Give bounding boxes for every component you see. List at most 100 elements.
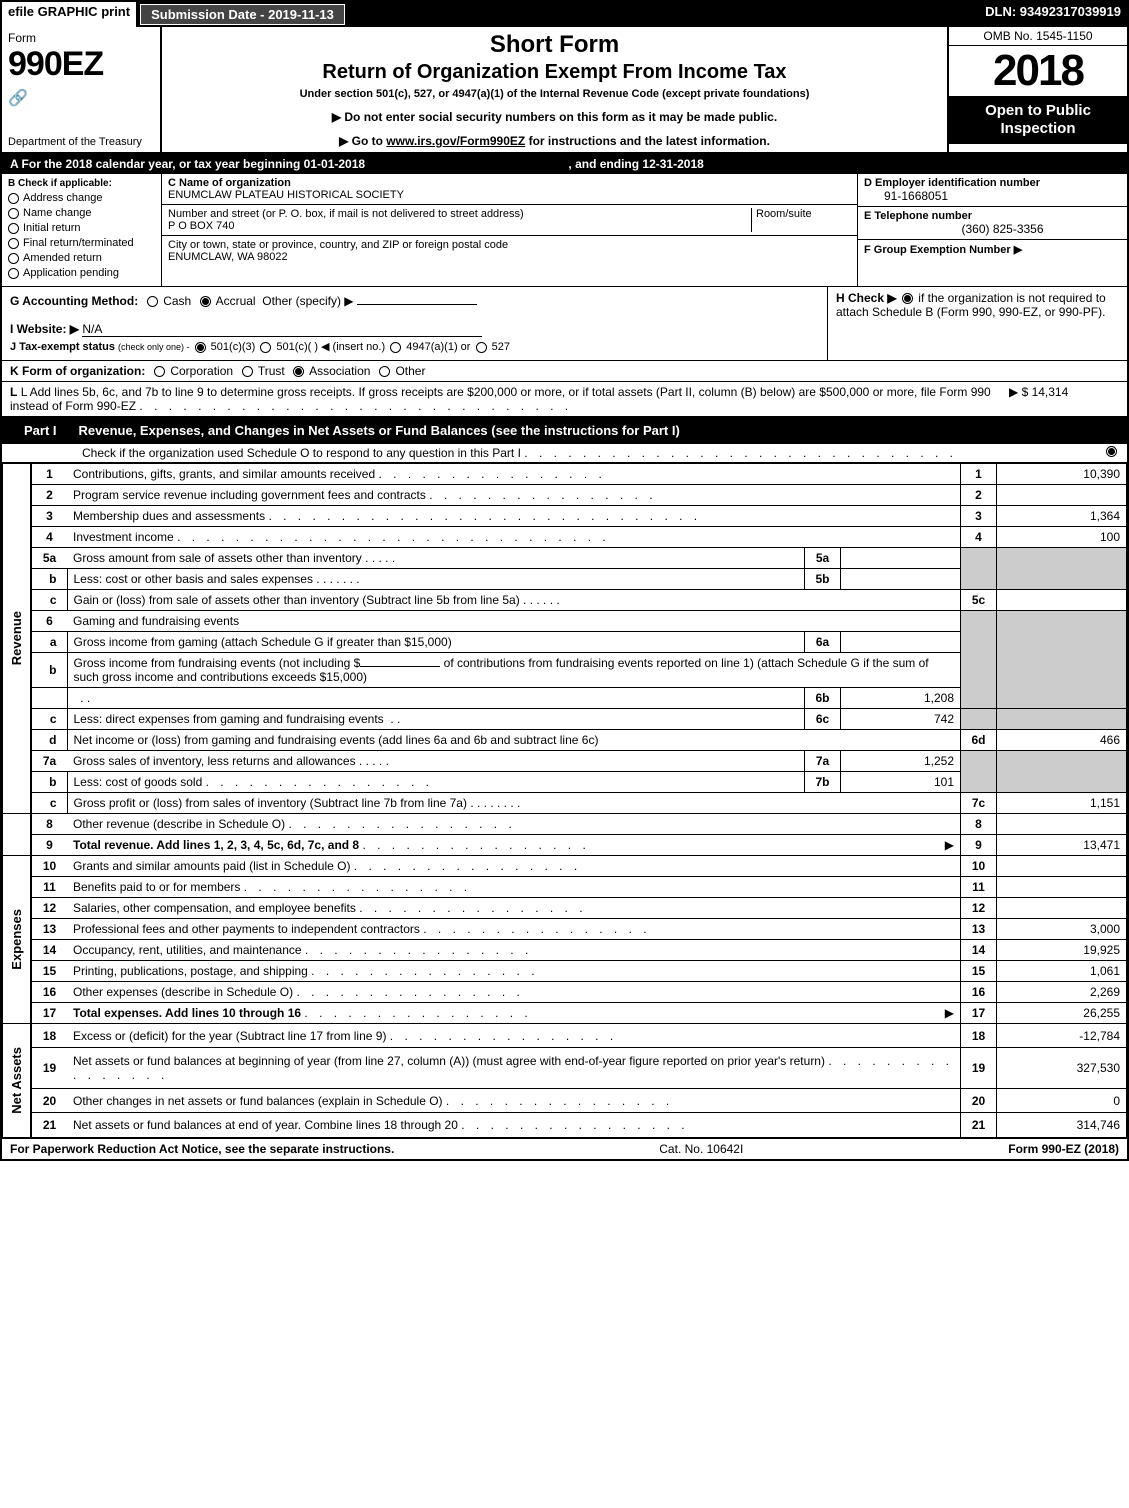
cb-name[interactable]: Name change — [8, 207, 155, 219]
radio-other-org[interactable] — [379, 366, 390, 377]
period-begin: 01-01-2018 — [304, 157, 365, 171]
row-14: 14Occupancy, rent, utilities, and mainte… — [3, 940, 1127, 961]
radio-corp[interactable] — [154, 366, 165, 377]
expenses-label: Expenses — [9, 889, 24, 990]
box-g: G Accounting Method: Cash Accrual Other … — [10, 294, 819, 308]
efile-label[interactable]: efile GRAPHIC print — [2, 2, 136, 27]
checkbox-icon[interactable] — [8, 208, 19, 219]
arrow-line-1: ▶ Do not enter social security numbers o… — [172, 110, 937, 124]
open-public: Open to Public Inspection — [949, 96, 1127, 144]
cb-initial[interactable]: Initial return — [8, 222, 155, 234]
period-begin-label: A For the 2018 calendar year, or tax yea… — [10, 157, 304, 171]
row-13: 13Professional fees and other payments t… — [3, 919, 1127, 940]
dots: . . . . . . . . . . . . . . . . — [378, 467, 605, 481]
radio-h[interactable] — [902, 293, 913, 304]
return-title: Return of Organization Exempt From Incom… — [172, 61, 937, 84]
checkbox-icon[interactable] — [8, 268, 19, 279]
cb-label: Amended return — [23, 252, 102, 264]
desc: Gross profit or (loss) from sales of inv… — [74, 796, 467, 810]
radio-501c[interactable] — [260, 342, 271, 353]
amt: 3,000 — [997, 919, 1127, 940]
dln-number: DLN: 93492317039919 — [979, 2, 1127, 27]
row-4: 4Investment income . . . . . . . . . . .… — [3, 527, 1127, 548]
box-c: C Name of organization ENUMCLAW PLATEAU … — [162, 174, 857, 286]
dots: . . . . . . . . . . . . . . . . — [362, 838, 589, 852]
cb-label: Address change — [23, 192, 103, 204]
radio-527[interactable] — [476, 342, 487, 353]
amt: 10,390 — [997, 464, 1127, 485]
radio-trust[interactable] — [242, 366, 253, 377]
radio-cash[interactable] — [147, 296, 158, 307]
contrib-input[interactable] — [360, 666, 440, 667]
checkbox-icon[interactable] — [8, 238, 19, 249]
desc: Professional fees and other payments to … — [73, 922, 420, 936]
ein-value: 91-1668051 — [864, 189, 1121, 203]
amt: 2,269 — [997, 982, 1127, 1003]
short-form-title: Short Form — [172, 31, 937, 59]
dots: . . . . . . . . . . . . . . . . — [288, 817, 515, 831]
desc: Salaries, other compensation, and employ… — [73, 901, 356, 915]
row-12: 12Salaries, other compensation, and empl… — [3, 898, 1127, 919]
row-5a: 5aGross amount from sale of assets other… — [3, 548, 1127, 569]
footer: For Paperwork Reduction Act Notice, see … — [2, 1138, 1127, 1159]
desc: Total expenses. Add lines 10 through 16 — [73, 1006, 301, 1020]
dots: . . . . . . . . . . . . . . . . . . . . … — [139, 399, 572, 413]
link-icon[interactable]: 🔗 — [8, 88, 154, 108]
part1-label: Part I — [10, 421, 71, 440]
other-input[interactable] — [357, 304, 477, 305]
cb-label: Initial return — [23, 222, 80, 234]
opt-527: 527 — [492, 341, 510, 353]
radio-assoc[interactable] — [293, 366, 304, 377]
dots: . . . . . . . . . . . . . . . . — [359, 901, 586, 915]
revenue-side: Revenue — [3, 464, 32, 814]
desc: Contributions, gifts, grants, and simila… — [73, 467, 375, 481]
amt: 26,255 — [997, 1003, 1127, 1024]
cb-label: Application pending — [23, 267, 119, 279]
form-label: Form — [8, 31, 154, 45]
efile-graphic: GRAPHIC — [38, 4, 102, 19]
footer-left: For Paperwork Reduction Act Notice, see … — [10, 1142, 394, 1156]
row-19: 19Net assets or fund balances at beginni… — [3, 1048, 1127, 1089]
amt: 466 — [997, 730, 1127, 751]
row-1: Revenue 1Contributions, gifts, grants, a… — [3, 464, 1127, 485]
header-left: Form 990EZ 🔗 Department of the Treasury — [2, 27, 162, 152]
ein-label: D Employer identification number — [864, 177, 1040, 189]
part1-title: Revenue, Expenses, and Changes in Net As… — [79, 423, 680, 438]
radio-4947[interactable] — [390, 342, 401, 353]
city-label: City or town, state or province, country… — [168, 239, 508, 251]
group-exempt-label: F Group Exemption Number ▶ — [864, 244, 1022, 256]
dots: . . . . . . . . . . . . . . . . — [461, 1118, 688, 1132]
irs-link[interactable]: www.irs.gov/Form990EZ — [386, 134, 525, 148]
header-right: OMB No. 1545-1150 2018 Open to Public In… — [947, 27, 1127, 152]
radio-accrual[interactable] — [200, 296, 211, 307]
part1-sub-text: Check if the organization used Schedule … — [82, 446, 521, 460]
cb-final[interactable]: Final return/terminated — [8, 237, 155, 249]
cb-pending[interactable]: Application pending — [8, 267, 155, 279]
row-7c: cGross profit or (loss) from sales of in… — [3, 793, 1127, 814]
amt — [997, 814, 1127, 835]
cb-address[interactable]: Address change — [8, 192, 155, 204]
info-grid: B Check if applicable: Address change Na… — [2, 174, 1127, 287]
checkbox-icon[interactable] — [8, 223, 19, 234]
box-b: B Check if applicable: Address change Na… — [2, 174, 162, 286]
efile-pre: efile — [8, 4, 38, 19]
acct-left: G Accounting Method: Cash Accrual Other … — [2, 287, 827, 360]
efile-print[interactable]: print — [101, 4, 130, 19]
opt-501c3: 501(c)(3) — [211, 341, 256, 353]
check-schedule-o[interactable] — [1106, 446, 1117, 457]
box-l: L L Add lines 5b, 6c, and 7b to line 9 t… — [2, 382, 1127, 417]
part1-sub: Check if the organization used Schedule … — [2, 444, 1127, 463]
checkbox-icon[interactable] — [8, 253, 19, 264]
cb-amended[interactable]: Amended return — [8, 252, 155, 264]
box-def: D Employer identification number 91-1668… — [857, 174, 1127, 286]
amt: 0 — [997, 1088, 1127, 1112]
checkbox-icon[interactable] — [8, 193, 19, 204]
opt-corp: Corporation — [170, 364, 233, 378]
amt: 13,471 — [997, 835, 1127, 856]
radio-501c3[interactable] — [195, 342, 206, 353]
dots: . . . . . . . . . . . . . . . . — [446, 1094, 673, 1108]
row-6a: aGross income from gaming (attach Schedu… — [3, 632, 1127, 653]
row-7a: 7aGross sales of inventory, less returns… — [3, 751, 1127, 772]
row-2: 2Program service revenue including gover… — [3, 485, 1127, 506]
row-6b: bGross income from fundraising events (n… — [3, 653, 1127, 688]
